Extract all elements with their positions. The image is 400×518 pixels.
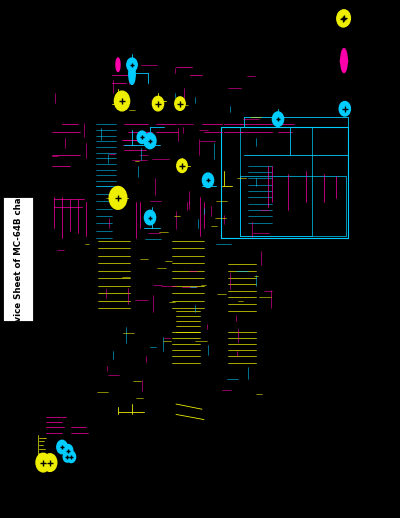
Ellipse shape xyxy=(116,58,120,71)
Circle shape xyxy=(43,454,57,471)
Circle shape xyxy=(337,10,350,27)
Circle shape xyxy=(338,10,350,26)
Circle shape xyxy=(144,133,156,149)
Circle shape xyxy=(152,96,164,111)
Circle shape xyxy=(36,453,50,472)
Text: Service Sheet of MC-64B chassis: Service Sheet of MC-64B chassis xyxy=(14,180,23,338)
Circle shape xyxy=(109,186,127,209)
Circle shape xyxy=(272,112,284,126)
Circle shape xyxy=(63,444,73,457)
Circle shape xyxy=(63,452,71,462)
Ellipse shape xyxy=(341,49,347,73)
Circle shape xyxy=(339,102,350,116)
Circle shape xyxy=(177,159,187,172)
Circle shape xyxy=(202,173,214,188)
Circle shape xyxy=(175,97,185,110)
Circle shape xyxy=(340,56,348,66)
Ellipse shape xyxy=(129,64,135,84)
Circle shape xyxy=(127,58,137,71)
FancyBboxPatch shape xyxy=(3,197,33,321)
Circle shape xyxy=(114,91,130,111)
Circle shape xyxy=(67,451,76,463)
Circle shape xyxy=(144,210,156,225)
Circle shape xyxy=(137,131,147,143)
Circle shape xyxy=(57,440,67,454)
